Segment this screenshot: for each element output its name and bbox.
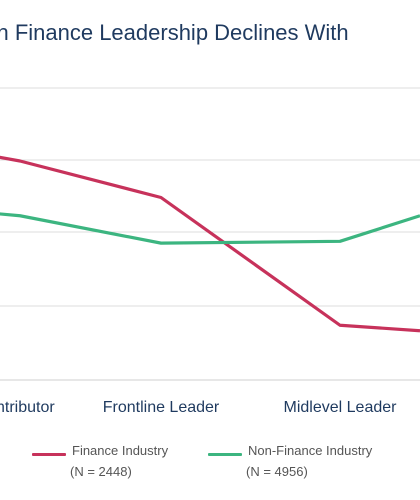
legend-swatch-finance [32, 453, 66, 456]
x-axis-ticks: ntributor Frontline Leader Midlevel Leader [0, 399, 397, 416]
legend: Finance Industry (N = 2448) Non-Finance … [0, 440, 420, 500]
series-line-non-finance [0, 212, 420, 245]
chart-title: on in Finance Leadership Declines With [0, 20, 349, 45]
legend-n-non-finance: (N = 4956) [246, 464, 308, 479]
legend-label-non-finance: Non-Finance Industry [248, 443, 373, 458]
x-tick-label: Midlevel Leader [284, 399, 398, 416]
series-line-finance [0, 155, 420, 333]
legend-n-finance: (N = 2448) [70, 464, 132, 479]
legend-label-finance: Finance Industry [72, 443, 169, 458]
x-tick-label: Frontline Leader [103, 399, 220, 416]
line-chart: on in Finance Leadership Declines With n… [0, 20, 420, 416]
series-lines [0, 155, 420, 333]
legend-swatch-non-finance [208, 453, 242, 456]
x-tick-label: ntributor [0, 399, 55, 416]
